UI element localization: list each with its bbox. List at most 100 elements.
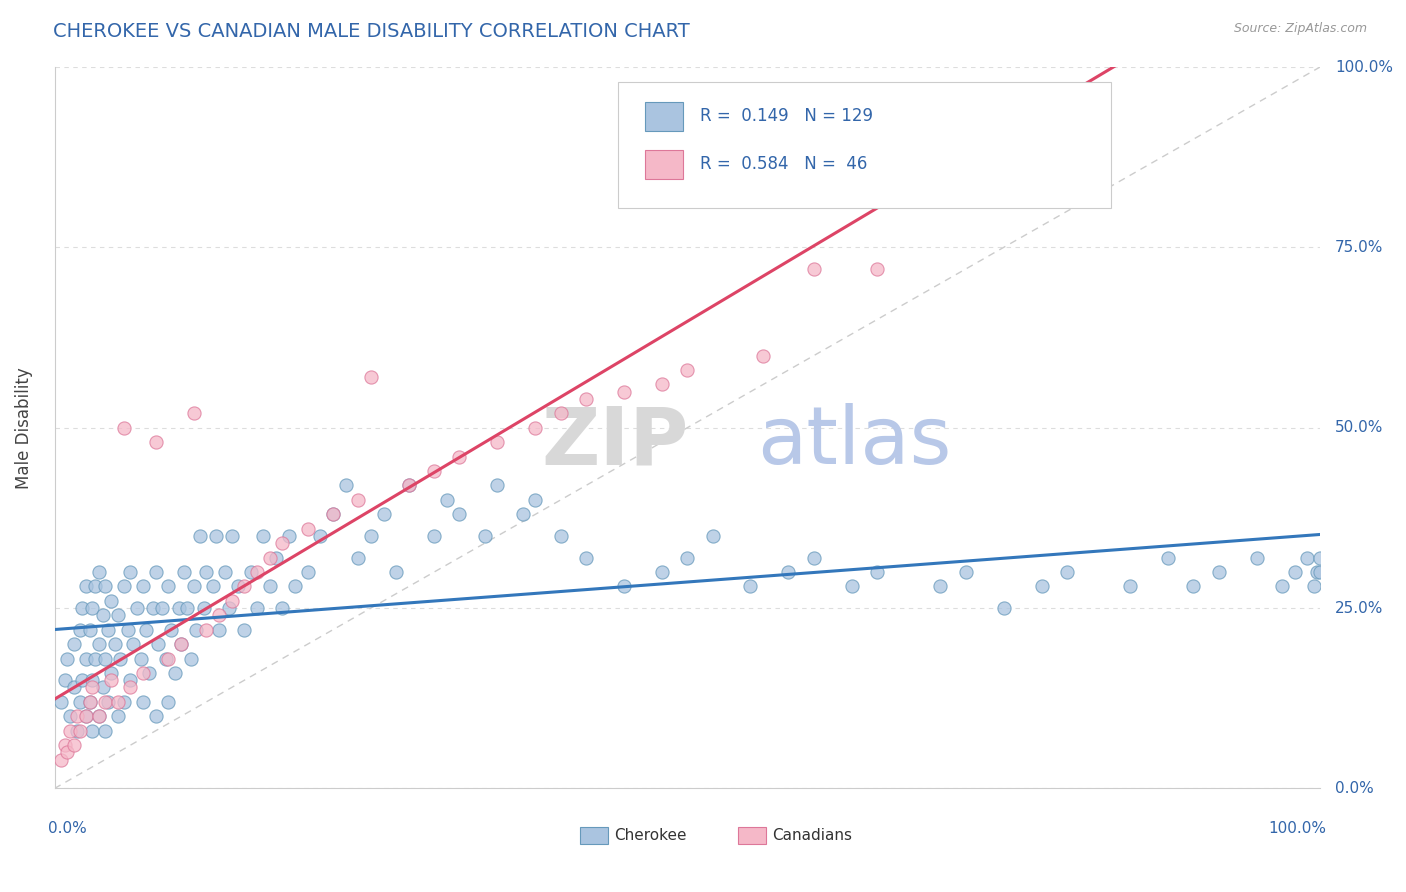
- Point: [866, 565, 889, 579]
- Point: [145, 565, 167, 579]
- Point: [82, 723, 104, 738]
- Point: [155, 651, 177, 665]
- Text: Canadians: Canadians: [772, 828, 852, 843]
- Point: [385, 565, 408, 579]
- Point: [613, 384, 636, 399]
- Point: [264, 550, 287, 565]
- Point: [110, 651, 132, 665]
- Point: [259, 579, 281, 593]
- Point: [157, 695, 180, 709]
- Point: [75, 651, 97, 665]
- Point: [82, 673, 104, 688]
- Text: 50.0%: 50.0%: [1336, 420, 1384, 435]
- Point: [107, 709, 129, 723]
- Point: [75, 709, 97, 723]
- Point: [1246, 550, 1268, 565]
- Point: [752, 349, 775, 363]
- Point: [186, 623, 208, 637]
- Point: [97, 695, 120, 709]
- Point: [49, 695, 72, 709]
- Point: [550, 529, 572, 543]
- Point: [163, 666, 186, 681]
- Point: [233, 579, 256, 593]
- Point: [651, 377, 673, 392]
- Point: [322, 508, 344, 522]
- Point: [82, 601, 104, 615]
- Point: [69, 723, 91, 738]
- Point: [195, 623, 218, 637]
- Point: [474, 529, 496, 543]
- Point: [702, 529, 724, 543]
- Point: [129, 651, 152, 665]
- Point: [1182, 579, 1205, 593]
- Point: [201, 579, 224, 593]
- Point: [803, 550, 825, 565]
- Point: [148, 637, 170, 651]
- Point: [651, 565, 673, 579]
- Point: [955, 565, 977, 579]
- Text: 100.0%: 100.0%: [1336, 60, 1393, 75]
- Point: [575, 392, 598, 406]
- Point: [69, 695, 91, 709]
- Point: [94, 695, 117, 709]
- Point: [107, 695, 129, 709]
- Point: [1031, 579, 1053, 593]
- Point: [132, 666, 155, 681]
- Text: Source: ZipAtlas.com: Source: ZipAtlas.com: [1233, 22, 1367, 36]
- Point: [135, 623, 157, 637]
- Point: [75, 579, 97, 593]
- Y-axis label: Male Disability: Male Disability: [15, 367, 32, 489]
- Point: [246, 565, 269, 579]
- Point: [72, 673, 94, 688]
- Text: atlas: atlas: [756, 403, 952, 481]
- Point: [157, 651, 180, 665]
- Point: [62, 637, 84, 651]
- Point: [486, 478, 509, 492]
- Point: [84, 579, 107, 593]
- Point: [347, 550, 370, 565]
- Point: [69, 623, 91, 637]
- Text: Cherokee: Cherokee: [614, 828, 686, 843]
- Point: [322, 508, 344, 522]
- Text: CHEROKEE VS CANADIAN MALE DISABILITY CORRELATION CHART: CHEROKEE VS CANADIAN MALE DISABILITY COR…: [53, 22, 690, 41]
- Point: [87, 709, 110, 723]
- Point: [84, 651, 107, 665]
- Point: [1056, 565, 1078, 579]
- Point: [524, 421, 547, 435]
- Point: [145, 709, 167, 723]
- Point: [176, 601, 198, 615]
- Point: [550, 406, 572, 420]
- Text: 25.0%: 25.0%: [1336, 600, 1384, 615]
- Point: [132, 579, 155, 593]
- Point: [512, 508, 534, 522]
- Point: [221, 529, 243, 543]
- Point: [87, 565, 110, 579]
- Point: [423, 529, 446, 543]
- Point: [436, 492, 458, 507]
- Point: [449, 450, 471, 464]
- Point: [993, 601, 1015, 615]
- Point: [1302, 579, 1324, 593]
- Point: [183, 579, 205, 593]
- Bar: [645, 150, 683, 179]
- Point: [226, 579, 249, 593]
- Point: [183, 406, 205, 420]
- Point: [335, 478, 357, 492]
- Text: 100.0%: 100.0%: [1268, 821, 1326, 836]
- Point: [87, 709, 110, 723]
- Point: [120, 681, 142, 695]
- Point: [170, 637, 193, 651]
- Point: [87, 637, 110, 651]
- Point: [778, 565, 800, 579]
- Text: 0.0%: 0.0%: [1336, 780, 1374, 796]
- Point: [97, 623, 120, 637]
- Point: [100, 666, 122, 681]
- Point: [53, 673, 76, 688]
- Point: [59, 723, 82, 738]
- Point: [1309, 565, 1331, 579]
- Point: [221, 594, 243, 608]
- Point: [803, 262, 825, 277]
- Point: [82, 681, 104, 695]
- Point: [1119, 579, 1142, 593]
- Point: [271, 601, 294, 615]
